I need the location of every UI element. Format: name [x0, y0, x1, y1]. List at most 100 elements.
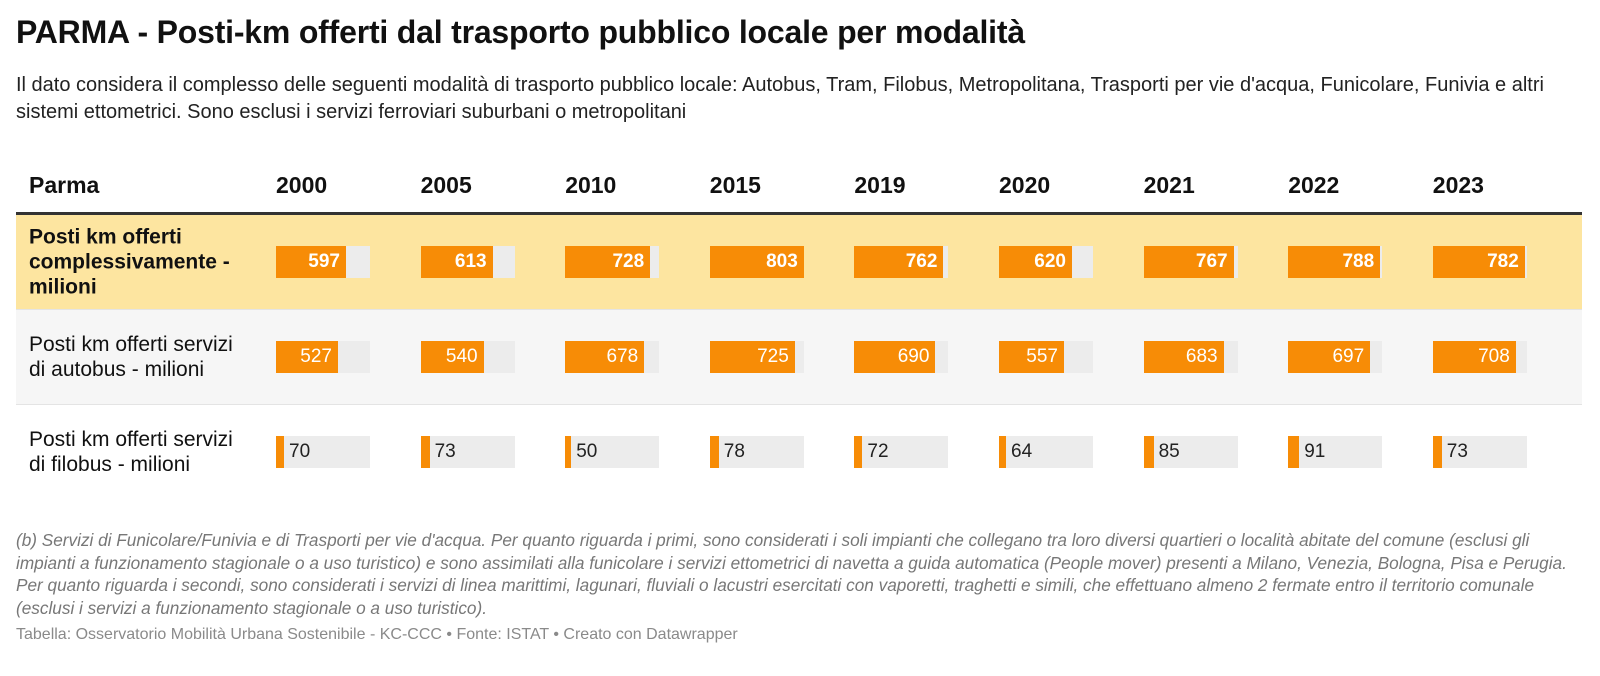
bar-cell-2021: 767 — [1143, 246, 1238, 278]
bar-value-label: 767 — [1195, 251, 1228, 272]
bar-cell-2020: 620 — [999, 246, 1093, 278]
bar-value-label: 73 — [1446, 441, 1468, 462]
chart-title: PARMA - Posti-km offerti dal trasporto p… — [16, 14, 1025, 50]
data-table: Parma 2000 2005 2010 2015 2019 2020 2021 2022 20… — [16, 160, 1582, 499]
bar-track — [1432, 436, 1527, 468]
bar-cell-2019: 690 — [854, 341, 949, 373]
bar — [565, 246, 651, 278]
bar — [999, 436, 1006, 468]
bar-cell-2023: 782 — [1432, 246, 1527, 278]
bar — [276, 436, 284, 468]
bar-track — [420, 436, 515, 468]
bar-value-label: 78 — [723, 441, 745, 462]
bar — [420, 246, 493, 278]
bar — [565, 436, 572, 468]
bar-cell-2021: 683 — [1143, 341, 1238, 373]
bar — [1432, 341, 1516, 373]
bar-cell-2020: 557 — [999, 341, 1093, 373]
bar — [1432, 246, 1525, 278]
bar — [709, 341, 795, 373]
bar-cell-2010: 678 — [565, 341, 660, 373]
bar-value-label: 782 — [1487, 251, 1519, 272]
table-row: Posti km offerti servizi di autobus - mi… — [16, 310, 1582, 405]
bar-value-label: 64 — [1011, 441, 1033, 462]
bar-cell-2023: 708 — [1432, 341, 1527, 373]
column-header-2020: 2020 — [999, 172, 1051, 198]
row-label: Posti km offerti complessivamente -milio… — [29, 225, 230, 299]
bar — [565, 341, 645, 373]
bar-cell-2000: 597 — [276, 246, 370, 278]
bar-value-label: 678 — [606, 346, 639, 367]
bar-cell-2015: 803 — [709, 246, 804, 278]
source-line: Tabella: Osservatorio Mobilità Urbana So… — [16, 626, 738, 643]
bar-cell-2005: 540 — [420, 341, 515, 373]
bar-cell-2023: 73 — [1432, 436, 1527, 468]
bar-track — [276, 436, 370, 468]
bar-value-label: 613 — [454, 251, 487, 272]
table-header: Parma 2000 2005 2010 2015 2019 2020 2021 2022 20… — [16, 160, 1582, 215]
bar-cell-2022: 788 — [1288, 246, 1383, 278]
bar-cell-2022: 697 — [1288, 341, 1383, 373]
column-header-2023: 2023 — [1432, 172, 1484, 198]
footnote: (b) Servizi di Funicolare/Funivia e di T… — [16, 530, 1567, 618]
table-body: Posti km offerti complessivamente -milio… — [16, 215, 1582, 499]
bar-value-label: 762 — [905, 251, 938, 272]
bar-value-label: 91 — [1304, 441, 1326, 462]
bar-cell-2021: 85 — [1143, 436, 1238, 468]
bar — [854, 341, 936, 373]
row-label: Posti km offerti servizi di autobus - mi… — [29, 333, 233, 381]
bar — [709, 436, 719, 468]
bar-cell-2005: 613 — [420, 246, 515, 278]
bar-cell-2005: 73 — [420, 436, 515, 468]
bar-cell-2010: 50 — [565, 436, 660, 468]
bar — [999, 246, 1072, 278]
bar-cell-2000: 70 — [276, 436, 370, 468]
bar-value-label: 70 — [289, 441, 311, 462]
bar-cell-2020: 64 — [999, 436, 1093, 468]
column-header-2010: 2010 — [565, 172, 617, 198]
bar-value-label: 540 — [445, 346, 478, 367]
bar — [854, 246, 944, 278]
bar-value-label: 728 — [612, 251, 645, 272]
bar-cell-2019: 762 — [854, 246, 949, 278]
bar-cell-2019: 72 — [854, 436, 949, 468]
bar-value-label: 683 — [1185, 346, 1218, 367]
bar-value-label: 557 — [1026, 346, 1058, 367]
bar — [1288, 436, 1300, 468]
bar-value-label: 50 — [576, 441, 598, 462]
column-header-2021: 2021 — [1143, 172, 1195, 198]
column-header-2015: 2015 — [709, 172, 761, 198]
bar — [1143, 246, 1234, 278]
bar — [1143, 436, 1154, 468]
bar-value-label: 73 — [434, 441, 456, 462]
bar — [276, 341, 338, 373]
bar-cell-2022: 91 — [1288, 436, 1383, 468]
bar-value-label: 72 — [867, 441, 889, 462]
bar-value-label: 527 — [300, 346, 332, 367]
bar-track — [1143, 436, 1238, 468]
bar — [709, 246, 804, 278]
bar-cell-2000: 527 — [276, 341, 370, 373]
column-header-2005: 2005 — [420, 172, 472, 198]
bar-track — [1288, 436, 1383, 468]
row-label: Posti km offerti servizi di filobus - mi… — [29, 428, 233, 476]
column-header-2000: 2000 — [276, 172, 328, 198]
bar — [1432, 436, 1442, 468]
bar-track — [565, 436, 660, 468]
bar — [854, 436, 863, 468]
bar-value-label: 725 — [757, 346, 789, 367]
bar — [420, 341, 484, 373]
bar — [999, 341, 1064, 373]
bar — [1143, 341, 1224, 373]
bar-track — [999, 436, 1093, 468]
bar-value-label: 697 — [1332, 346, 1365, 367]
chart-subtitle: Il dato considera il complesso delle seg… — [16, 74, 1544, 123]
table-row: Posti km offerti servizi di filobus - mi… — [16, 405, 1582, 499]
bar-value-label: 708 — [1478, 346, 1510, 367]
bar — [420, 436, 430, 468]
bar-cell-2015: 78 — [709, 436, 804, 468]
bar — [1288, 246, 1381, 278]
column-header-2019: 2019 — [854, 172, 906, 198]
bar — [276, 246, 346, 278]
